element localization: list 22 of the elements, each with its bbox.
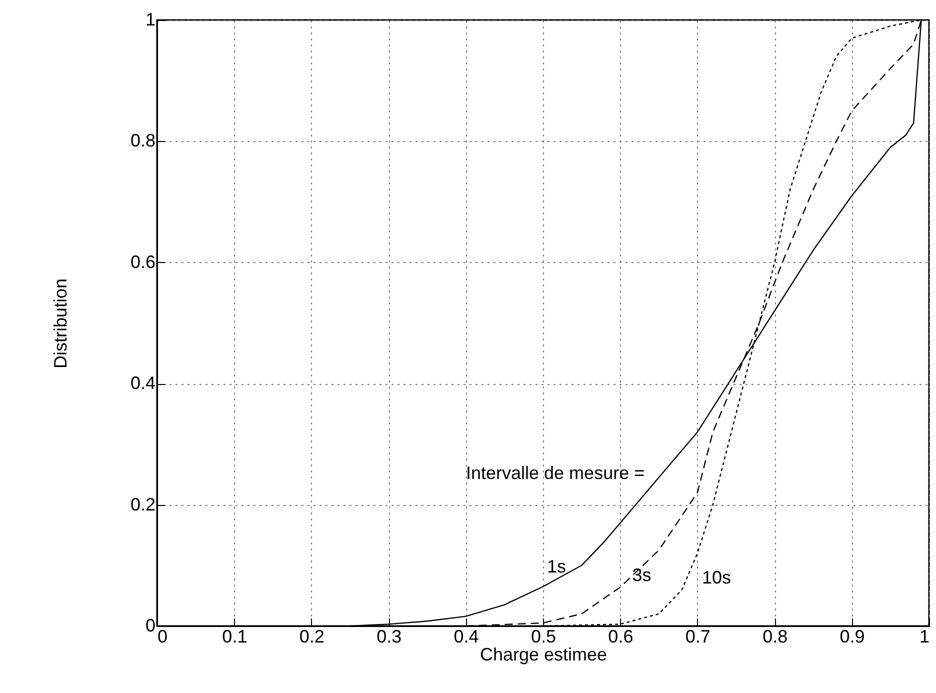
x-tick-label: 0.6	[608, 626, 634, 646]
x-tick-label: 0.1	[222, 626, 248, 646]
y-axis-title: Distribution	[50, 278, 70, 369]
series-label: 3s	[632, 565, 652, 586]
annotation: Intervalle de mesure =	[466, 463, 645, 483]
series-label: 1s	[547, 556, 566, 577]
y-tick-label: 0.2	[130, 494, 156, 514]
x-axis-title: Charge estimee	[480, 644, 608, 664]
y-tick-label: 0.8	[130, 130, 156, 151]
x-tick-label: 0.9	[840, 626, 865, 646]
x-tick-label: 0.7	[685, 626, 710, 646]
x-tick-label: 0.2	[299, 626, 324, 646]
y-tick-label: 1	[145, 10, 156, 30]
x-tick-label: 0.4	[454, 626, 479, 646]
y-tick-label: 0.4	[130, 373, 156, 394]
series-label: 10s	[702, 568, 731, 588]
x-tick-label: 0.3	[376, 626, 402, 646]
x-tick-label: 1	[919, 626, 930, 646]
x-tick-label: 0.8	[762, 626, 788, 646]
x-tick-label: 0.5	[530, 626, 556, 646]
x-tick-label: 0	[158, 626, 168, 646]
y-tick-label: 0.6	[130, 252, 156, 272]
